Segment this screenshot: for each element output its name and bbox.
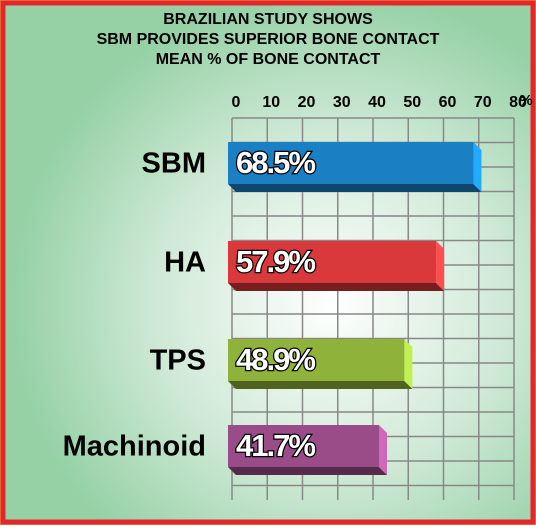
bar xyxy=(228,142,474,184)
x-tick-label: 50 xyxy=(403,94,421,111)
bar-side xyxy=(404,339,413,389)
value-label: 48.9% xyxy=(236,342,315,377)
value-label: 57.9% xyxy=(236,244,315,279)
x-tick-label: 10 xyxy=(262,94,280,111)
x-tick-label: 20 xyxy=(298,94,316,111)
bar-bottom xyxy=(228,467,387,475)
bar-side xyxy=(436,241,445,291)
bar-side xyxy=(473,142,482,192)
x-tick-label: 60 xyxy=(439,94,457,111)
bar-bottom xyxy=(228,381,413,389)
bar xyxy=(228,339,405,381)
category-label: HA xyxy=(164,247,206,279)
bar-bottom xyxy=(228,184,482,192)
bar xyxy=(228,425,379,467)
category-label: SBM xyxy=(142,148,206,180)
x-tick-label: 40 xyxy=(368,94,386,111)
title-line: SBM PROVIDES SUPERIOR BONE CONTACT xyxy=(97,31,440,48)
x-tick-label: 80 xyxy=(509,94,527,111)
axis-unit: % xyxy=(519,92,532,109)
bar-bottom xyxy=(228,283,445,291)
value-label: 41.7% xyxy=(236,428,315,463)
bar xyxy=(228,241,437,283)
title-line: MEAN % OF BONE CONTACT xyxy=(156,51,381,68)
x-tick-label: 30 xyxy=(333,94,351,111)
category-label: Machinoid xyxy=(63,431,206,463)
title-line: BRAZILIAN STUDY SHOWS xyxy=(163,11,373,28)
bar-side xyxy=(378,425,387,475)
x-tick-label: 70 xyxy=(474,94,492,111)
x-tick-label: 0 xyxy=(232,94,241,111)
value-label: 68.5% xyxy=(236,145,315,180)
category-label: TPS xyxy=(150,345,206,377)
